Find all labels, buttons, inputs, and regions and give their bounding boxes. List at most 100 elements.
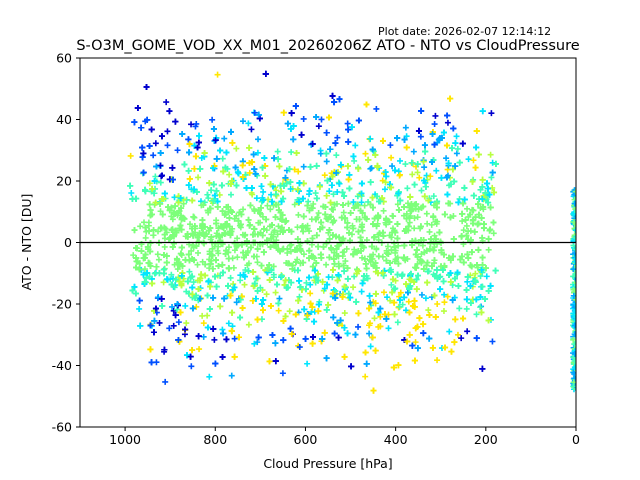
data-point bbox=[331, 260, 338, 267]
data-point bbox=[166, 325, 173, 332]
data-point bbox=[245, 216, 252, 223]
data-point bbox=[366, 330, 373, 337]
data-point bbox=[385, 325, 392, 332]
data-point bbox=[261, 225, 268, 232]
data-point bbox=[251, 226, 258, 233]
data-point bbox=[478, 215, 485, 222]
data-point bbox=[387, 259, 394, 266]
data-point bbox=[394, 319, 401, 326]
data-point bbox=[475, 151, 482, 158]
data-point bbox=[479, 365, 486, 372]
data-point bbox=[240, 271, 247, 278]
data-point bbox=[341, 310, 348, 317]
data-point bbox=[164, 276, 171, 283]
data-point bbox=[464, 205, 471, 212]
data-point bbox=[274, 281, 281, 288]
data-point bbox=[233, 212, 240, 219]
data-point bbox=[358, 288, 365, 295]
data-point bbox=[206, 305, 213, 312]
data-point bbox=[372, 347, 379, 354]
data-point bbox=[237, 314, 244, 321]
data-point bbox=[455, 199, 462, 206]
data-point bbox=[251, 166, 258, 173]
data-point bbox=[463, 296, 470, 303]
data-point bbox=[377, 313, 384, 320]
data-point bbox=[156, 319, 163, 326]
data-point bbox=[274, 148, 281, 155]
data-point bbox=[197, 165, 204, 172]
data-point bbox=[255, 136, 262, 143]
data-point bbox=[195, 238, 202, 245]
data-point bbox=[413, 276, 420, 283]
data-point bbox=[274, 231, 281, 238]
data-point bbox=[284, 120, 291, 127]
data-point bbox=[241, 232, 248, 239]
data-point bbox=[471, 228, 478, 235]
data-point bbox=[402, 161, 409, 168]
data-point bbox=[348, 363, 355, 370]
data-point bbox=[373, 264, 380, 271]
data-point bbox=[266, 262, 273, 269]
data-point bbox=[160, 279, 167, 286]
data-point bbox=[290, 136, 297, 143]
data-point bbox=[424, 176, 431, 183]
data-point bbox=[344, 120, 351, 127]
data-point bbox=[321, 172, 328, 179]
data-point bbox=[254, 231, 261, 238]
data-point bbox=[190, 279, 197, 286]
data-point bbox=[427, 173, 434, 180]
data-point bbox=[142, 251, 149, 258]
data-point bbox=[340, 202, 347, 209]
data-point bbox=[177, 309, 184, 316]
data-point bbox=[158, 196, 165, 203]
data-point bbox=[444, 112, 451, 119]
data-point bbox=[387, 181, 394, 188]
data-point bbox=[311, 318, 318, 325]
data-point bbox=[270, 274, 277, 281]
data-point bbox=[358, 224, 365, 231]
data-point bbox=[280, 317, 287, 324]
data-point bbox=[213, 230, 220, 237]
data-point bbox=[282, 313, 289, 320]
data-point bbox=[246, 222, 253, 229]
data-point bbox=[382, 179, 389, 186]
data-point bbox=[479, 176, 486, 183]
data-point bbox=[434, 240, 441, 247]
data-point bbox=[406, 331, 413, 338]
data-point bbox=[300, 163, 307, 170]
data-point bbox=[254, 259, 261, 266]
data-point bbox=[329, 92, 336, 99]
data-point bbox=[366, 322, 373, 329]
data-point bbox=[292, 311, 299, 318]
data-point bbox=[170, 307, 177, 314]
data-point bbox=[295, 297, 302, 304]
data-point bbox=[421, 142, 428, 149]
data-point bbox=[204, 191, 211, 198]
data-point bbox=[401, 294, 408, 301]
data-point bbox=[440, 278, 447, 285]
data-point bbox=[371, 215, 378, 222]
data-point bbox=[390, 364, 397, 371]
data-point bbox=[384, 294, 391, 301]
data-point bbox=[394, 201, 401, 208]
data-point bbox=[171, 194, 178, 201]
data-point bbox=[147, 262, 154, 269]
data-point bbox=[441, 211, 448, 218]
data-point bbox=[239, 162, 246, 169]
data-point bbox=[221, 212, 228, 219]
data-point bbox=[208, 233, 215, 240]
data-point bbox=[370, 387, 377, 394]
data-point bbox=[231, 247, 238, 254]
data-point bbox=[444, 166, 451, 173]
data-point bbox=[296, 293, 303, 300]
data-point bbox=[218, 182, 225, 189]
data-point bbox=[489, 338, 496, 345]
data-point bbox=[479, 254, 486, 261]
data-point bbox=[431, 121, 438, 128]
data-point bbox=[480, 221, 487, 228]
data-point bbox=[313, 195, 320, 202]
data-point bbox=[223, 204, 230, 211]
data-point bbox=[464, 328, 471, 335]
data-point bbox=[162, 378, 169, 385]
data-point bbox=[278, 273, 285, 280]
